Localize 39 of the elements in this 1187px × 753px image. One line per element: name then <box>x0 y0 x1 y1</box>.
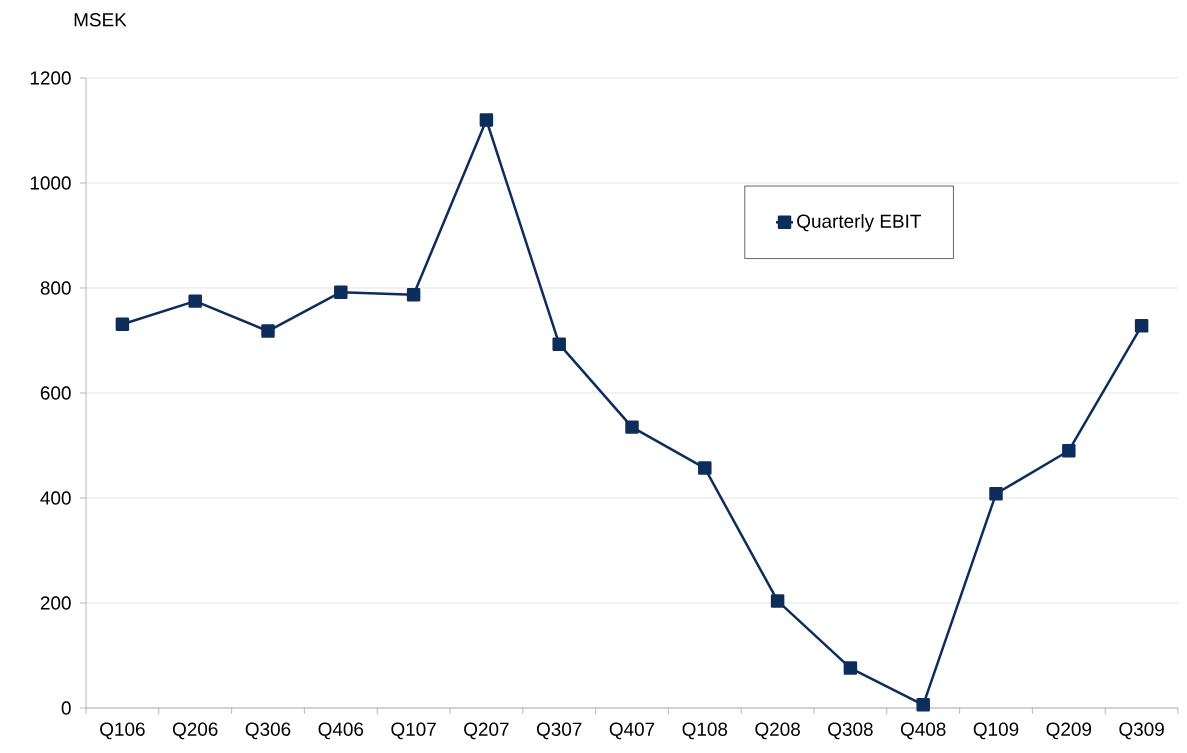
y-tick-label: 0 <box>61 701 71 715</box>
y-tick-label: 1200 <box>30 71 71 85</box>
x-tick-label: Q107 <box>391 722 436 740</box>
point <box>843 661 858 675</box>
point <box>115 317 130 331</box>
y-axis-title: MSEK <box>74 13 127 27</box>
point <box>1062 444 1076 458</box>
x-tick-label: Q106 <box>100 722 145 740</box>
x-tick-label: Q206 <box>172 722 218 740</box>
point <box>625 420 639 434</box>
x-tick-label: Q306 <box>245 722 291 740</box>
x-tick-label: Q408 <box>900 722 946 740</box>
point <box>406 288 421 302</box>
x-tick-label: Q406 <box>318 722 364 740</box>
point <box>770 594 785 608</box>
point <box>989 487 1003 501</box>
y-tick-label: 200 <box>40 596 71 610</box>
point <box>1134 319 1149 333</box>
point <box>188 294 202 308</box>
x-tick-label: Q208 <box>755 722 800 740</box>
x-tick-label: Q209 <box>1046 722 1092 740</box>
x-tick-label: Q308 <box>828 722 873 740</box>
y-tick-label: 400 <box>40 491 71 505</box>
x-tick-label: Q307 <box>536 722 582 740</box>
point <box>698 461 712 475</box>
legend-label: Quarterly EBIT <box>797 214 921 232</box>
y-tick-label: 800 <box>40 281 71 295</box>
x-tick-label: Q407 <box>609 722 655 740</box>
y-tick-label: 1000 <box>30 176 71 190</box>
point <box>261 324 275 338</box>
point <box>916 698 930 712</box>
x-tick-label: Q309 <box>1119 722 1164 740</box>
x-tick-label: Q109 <box>973 722 1019 740</box>
point <box>552 337 566 351</box>
point <box>479 113 494 127</box>
x-tick-label: Q108 <box>682 722 728 740</box>
y-tick-label: 600 <box>40 386 71 400</box>
x-tick-label: Q207 <box>464 722 509 740</box>
point <box>334 285 348 299</box>
